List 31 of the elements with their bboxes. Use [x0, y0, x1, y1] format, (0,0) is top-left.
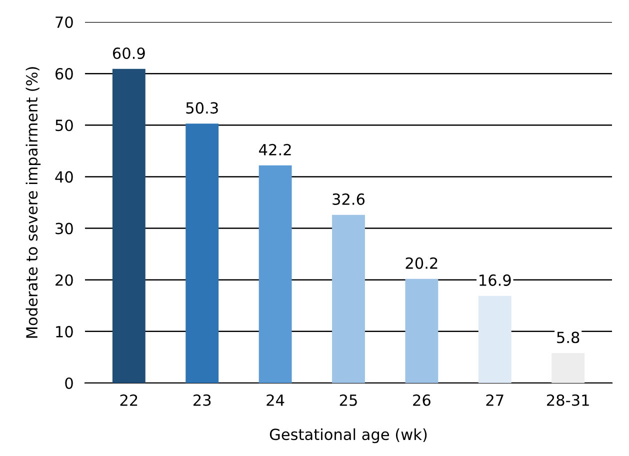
- y-tick-label: 0: [65, 377, 73, 390]
- x-tick-label: 25: [340, 394, 357, 406]
- y-tick-label: 10: [56, 326, 73, 338]
- y-axis-title: Moderate to severe impairment (%): [26, 67, 41, 338]
- x-axis-title: Gestational age (wk): [270, 428, 427, 444]
- x-tick-label: 27: [486, 394, 504, 406]
- data-label: 20.2: [406, 257, 438, 269]
- bar: [332, 214, 365, 383]
- y-tick-label: 50: [56, 120, 73, 132]
- y-tick-label: 70: [56, 16, 73, 28]
- data-label: 42.2: [259, 144, 291, 156]
- y-tick-label: 60: [56, 68, 73, 80]
- x-tick-label: 24: [266, 394, 284, 406]
- data-label: 50.3: [186, 102, 218, 114]
- data-label: 60.9: [112, 47, 145, 60]
- bar: [552, 353, 585, 383]
- x-tick-label: 28-31: [547, 394, 589, 406]
- bar: [405, 278, 438, 383]
- data-label: 5.8: [557, 332, 580, 344]
- x-tick-label: 22: [120, 394, 138, 406]
- x-tick-label: 26: [413, 394, 430, 406]
- data-label: 32.6: [332, 193, 365, 205]
- bar: [186, 124, 219, 383]
- y-tick-label: 30: [56, 222, 73, 234]
- data-label: 16.9: [480, 274, 511, 286]
- y-tick-label: 40: [55, 171, 73, 183]
- bar: [112, 68, 146, 383]
- bar: [258, 165, 292, 383]
- bar: [478, 296, 512, 383]
- x-tick-label: 23: [194, 394, 211, 406]
- y-tick-label: 20: [56, 274, 73, 286]
